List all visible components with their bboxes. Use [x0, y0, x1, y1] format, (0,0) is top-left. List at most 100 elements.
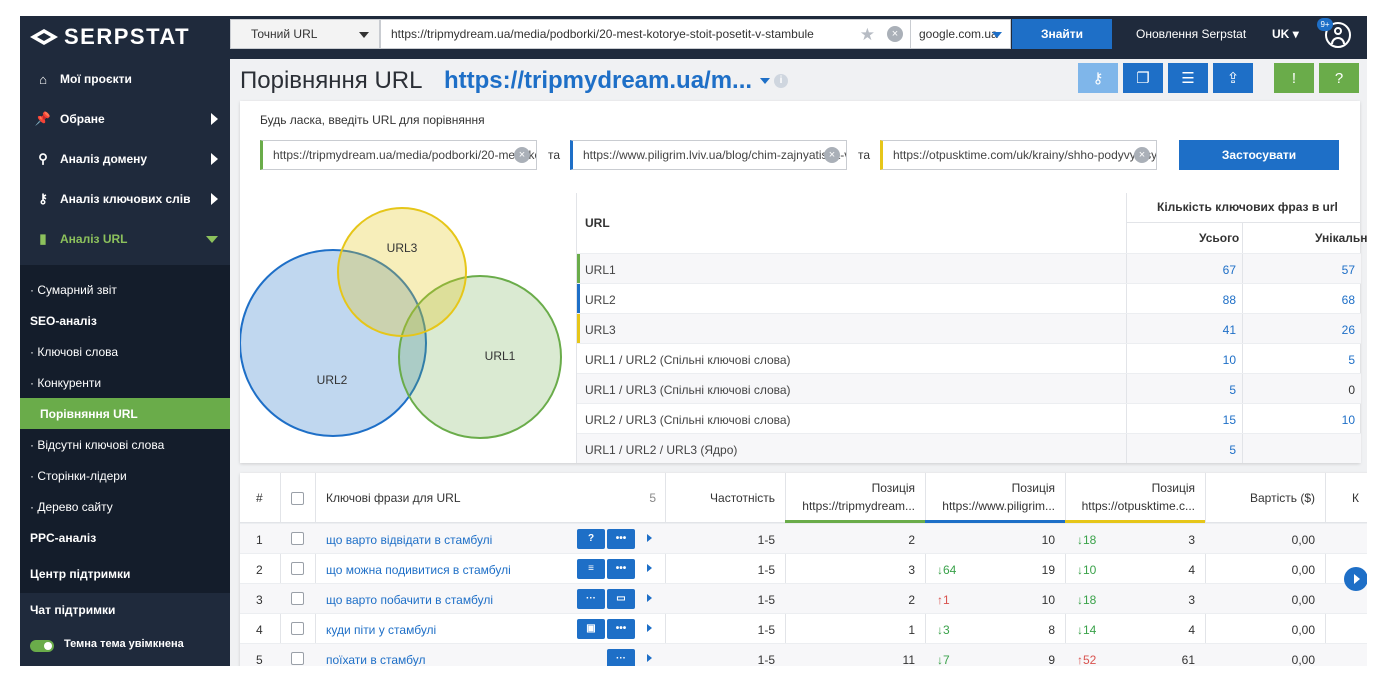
summary-unique[interactable]: 57: [1242, 254, 1361, 283]
keyword-action-button[interactable]: ▭: [607, 589, 635, 609]
col-cost-header[interactable]: Вартість ($): [1250, 491, 1315, 505]
venn-circle-url3[interactable]: [337, 207, 467, 337]
submenu-site-tree[interactable]: · Дерево сайту: [30, 499, 113, 514]
col-pos3-url[interactable]: https://otpusktime.c...: [1081, 499, 1195, 513]
submenu-url-compare[interactable]: Порівняння URL: [20, 398, 230, 429]
database-select[interactable]: google.com.ua: [910, 19, 1011, 49]
dark-theme-toggle[interactable]: [30, 640, 54, 652]
keyword-action-button[interactable]: ▣: [577, 619, 605, 639]
keyword-action-button[interactable]: •••: [607, 529, 635, 549]
play-icon[interactable]: [647, 564, 652, 572]
columns-button[interactable]: ☰: [1168, 63, 1208, 93]
play-icon[interactable]: [647, 534, 652, 542]
url2-input[interactable]: https://www.piligrim.lviv.ua/blog/chim-z…: [570, 140, 847, 170]
venn-circle-url2[interactable]: [240, 249, 427, 437]
summary-unique[interactable]: 10: [1242, 404, 1361, 433]
keyword-link[interactable]: що варто відвідати в стамбулі: [326, 533, 493, 547]
play-icon[interactable]: [647, 594, 652, 602]
support-center-link[interactable]: Центр підтримки: [30, 567, 131, 581]
summary-total[interactable]: 15: [1126, 404, 1242, 433]
export-icon: ⇪: [1226, 70, 1240, 87]
keywords-table: # Ключові фрази для URL 5 Частотність По…: [240, 473, 1367, 666]
submenu-summary[interactable]: · Сумарний звіт: [30, 282, 117, 297]
copy-button[interactable]: ❐: [1123, 63, 1163, 93]
key-button[interactable]: ⚷: [1078, 63, 1118, 93]
export-button[interactable]: ⇪: [1213, 63, 1253, 93]
col-total-header[interactable]: Усього: [1199, 231, 1240, 245]
updates-link[interactable]: Оновлення Serpstat: [1136, 27, 1247, 41]
row-checkbox[interactable]: [291, 532, 304, 545]
keyword-action-button[interactable]: ?: [577, 529, 605, 549]
search-mode-select[interactable]: Точний URL: [230, 19, 380, 49]
url-search-input[interactable]: https://tripmydream.ua/media/podborki/20…: [380, 19, 912, 49]
keyword-link[interactable]: куди піти у стамбулі: [326, 623, 437, 637]
col-pos1-url[interactable]: https://tripmydream...: [802, 499, 915, 513]
summary-unique[interactable]: 26: [1242, 314, 1361, 343]
keyword-action-button[interactable]: ≡: [577, 559, 605, 579]
summary-total[interactable]: 5: [1126, 374, 1242, 403]
user-avatar[interactable]: [1325, 22, 1351, 48]
keyword-action-button[interactable]: •••: [607, 559, 635, 579]
star-icon[interactable]: ★: [859, 25, 875, 44]
info-icon[interactable]: i: [774, 74, 788, 88]
col-unique-header[interactable]: Унікальні: [1315, 231, 1367, 245]
submenu-top-pages[interactable]: · Сторінки-лідери: [30, 468, 127, 483]
keyword-link[interactable]: що варто побачити в стамбулі: [326, 593, 493, 607]
chevron-down-icon: [206, 236, 218, 243]
report-error-button[interactable]: !: [1274, 63, 1314, 93]
col-pos2-url[interactable]: https://www.piligrim...: [942, 499, 1055, 513]
row-checkbox[interactable]: [291, 562, 304, 575]
select-all-checkbox[interactable]: [291, 492, 304, 505]
keyword-action-button[interactable]: ···: [577, 589, 605, 609]
summary-total[interactable]: 67: [1126, 254, 1242, 283]
submenu-keywords[interactable]: · Ключові слова: [30, 344, 119, 359]
summary-unique[interactable]: 68: [1242, 284, 1361, 313]
clear-icon[interactable]: ×: [824, 147, 840, 163]
submenu-missing-keywords[interactable]: · Відсутні ключові слова: [30, 437, 165, 452]
play-icon[interactable]: [647, 624, 652, 632]
summary-total[interactable]: 5: [1126, 434, 1242, 463]
keyword-link[interactable]: що можна подивитися в стамбулі: [326, 563, 511, 577]
url-compare-card: Будь ласка, введіть URL для порівняння h…: [240, 101, 1367, 463]
submenu-competitors[interactable]: · Конкуренти: [30, 375, 102, 390]
keyword-action-button[interactable]: ···: [607, 649, 635, 666]
support-chat-link[interactable]: Чат підтримки: [30, 603, 116, 617]
clear-icon[interactable]: ×: [1134, 147, 1150, 163]
apply-button[interactable]: Застосувати: [1179, 140, 1339, 170]
summary-total[interactable]: 88: [1126, 284, 1242, 313]
row-checkbox[interactable]: [291, 652, 304, 665]
venn-circle-url1[interactable]: [398, 275, 562, 439]
summary-total[interactable]: 41: [1126, 314, 1242, 343]
chevron-down-icon[interactable]: [760, 78, 770, 84]
serpstat-logo[interactable]: SERPSTAT: [28, 21, 228, 53]
sidebar-item-url-analysis[interactable]: ▮ Аналіз URL: [20, 219, 230, 259]
row-checkbox[interactable]: [291, 622, 304, 635]
sidebar-item-keyword-analysis[interactable]: ⚷ Аналіз ключових слів: [20, 179, 230, 219]
submenu-ppc-heading[interactable]: PPC-аналіз: [30, 530, 97, 545]
page-title-url[interactable]: https://tripmydream.ua/m...: [444, 67, 753, 94]
play-icon[interactable]: [647, 654, 652, 662]
summary-total[interactable]: 10: [1126, 344, 1242, 373]
clear-icon[interactable]: ×: [514, 147, 530, 163]
col-frequency-header[interactable]: Частотність: [710, 491, 775, 505]
url3-input[interactable]: https://otpusktime.com/uk/krainy/shho-po…: [880, 140, 1157, 170]
col-more-header[interactable]: К: [1352, 491, 1359, 505]
url1-value: https://tripmydream.ua/media/podborki/20…: [273, 148, 537, 162]
clear-icon[interactable]: ×: [887, 26, 903, 42]
col-phrase-header[interactable]: Ключові фрази для URL: [326, 491, 461, 505]
summary-unique[interactable]: 5: [1242, 344, 1361, 373]
help-button[interactable]: ?: [1319, 63, 1359, 93]
keyword-action-button[interactable]: •••: [607, 619, 635, 639]
sidebar-item-projects[interactable]: ⌂ Мої проєкти: [20, 59, 230, 99]
url1-input[interactable]: https://tripmydream.ua/media/podborki/20…: [260, 140, 537, 170]
scroll-right-button[interactable]: [1344, 567, 1367, 591]
language-select[interactable]: UK ▾: [1272, 27, 1299, 41]
sidebar-item-favorites[interactable]: 📌 Обране: [20, 99, 230, 139]
sidebar-item-domain-analysis[interactable]: ⚲ Аналіз домену: [20, 139, 230, 179]
row-checkbox[interactable]: [291, 592, 304, 605]
keyword-link[interactable]: поїхати в стамбул: [326, 653, 426, 666]
find-button[interactable]: Знайти: [1012, 19, 1112, 49]
sidebar-item-label: Аналіз домену: [60, 152, 148, 166]
notification-badge: 9+: [1317, 18, 1333, 31]
summary-row: URL1 67 57: [577, 253, 1361, 283]
